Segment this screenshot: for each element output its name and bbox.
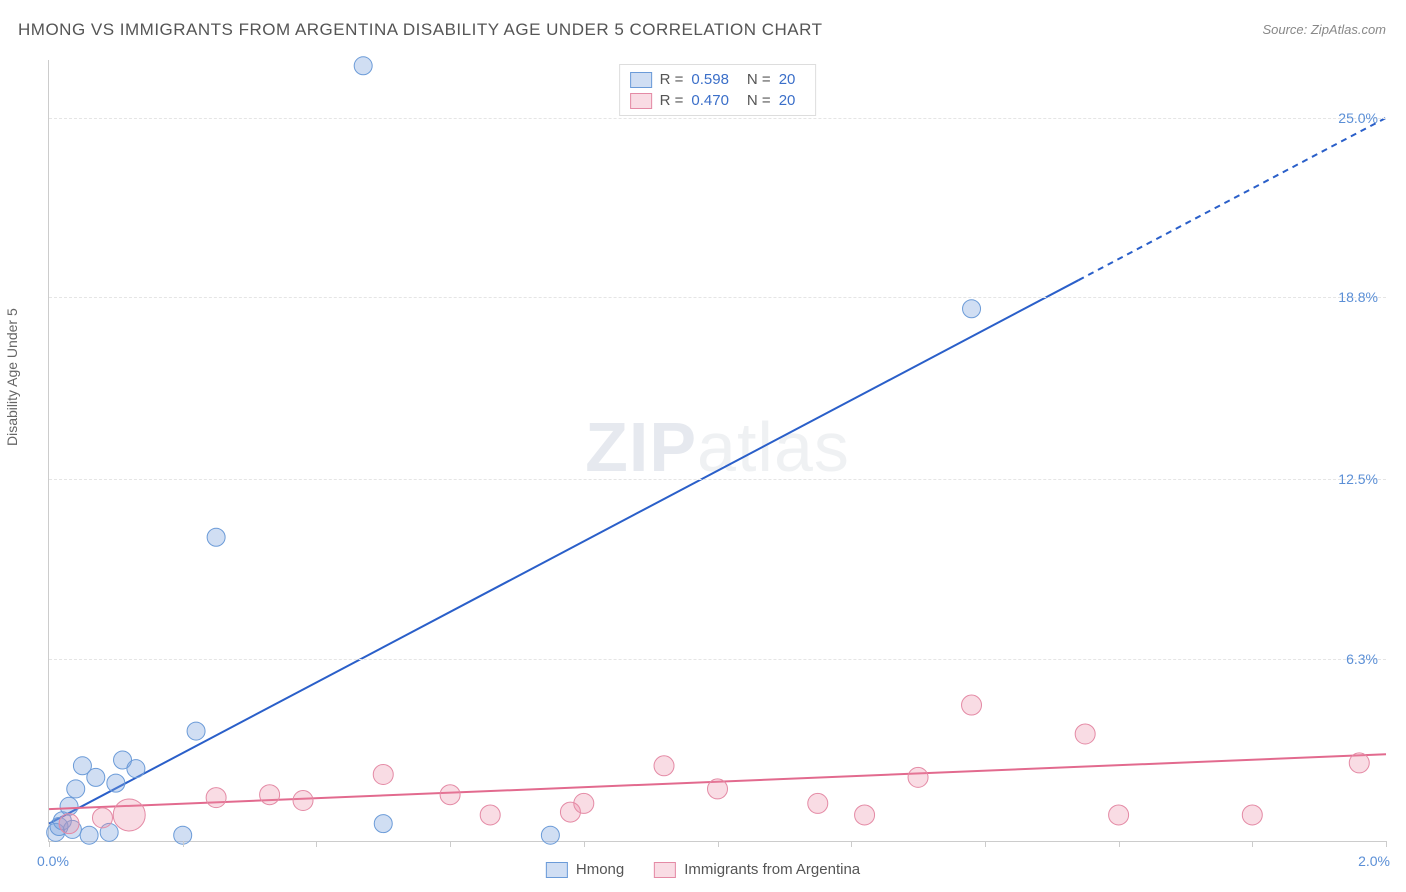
data-point [480,805,500,825]
data-point [374,815,392,833]
trend-line [49,280,1078,823]
n-value: 20 [779,71,796,88]
data-point [962,695,982,715]
x-axis-max-label: 2.0% [1358,853,1390,869]
data-point [440,785,460,805]
x-tick [316,841,317,847]
data-point [1242,805,1262,825]
data-point [187,722,205,740]
data-point [206,788,226,808]
scatter-plot-svg [49,60,1386,841]
y-tick-label: 25.0% [1338,110,1378,126]
legend-swatch [630,72,652,88]
data-point [60,797,78,815]
r-label: R = [660,71,684,88]
y-tick-label: 6.3% [1346,651,1378,667]
legend-swatch [654,862,676,878]
data-point [541,826,559,844]
legend-item: Hmong [546,861,624,878]
x-tick [851,841,852,847]
y-tick-label: 12.5% [1338,471,1378,487]
data-point [293,791,313,811]
legend-item: Immigrants from Argentina [654,861,860,878]
legend-swatch [546,862,568,878]
n-value: 20 [779,92,796,109]
x-tick [584,841,585,847]
x-tick [718,841,719,847]
gridline [49,659,1386,660]
data-point [1349,753,1369,773]
data-point [654,756,674,776]
x-tick [49,841,50,847]
data-point [80,826,98,844]
data-point [908,767,928,787]
y-axis-label: Disability Age Under 5 [4,308,20,446]
legend-row: R = 0.598 N = 20 [630,69,806,90]
r-label: R = [660,92,684,109]
series-legend: Hmong Immigrants from Argentina [546,861,860,878]
data-point [87,768,105,786]
n-label: N = [747,71,771,88]
gridline [49,297,1386,298]
n-label: N = [747,92,771,109]
source-credit: Source: ZipAtlas.com [1262,22,1386,37]
r-value: 0.598 [691,71,729,88]
data-point [92,808,112,828]
data-point [107,774,125,792]
x-tick [1386,841,1387,847]
data-point [855,805,875,825]
gridline [49,479,1386,480]
chart-title: HMONG VS IMMIGRANTS FROM ARGENTINA DISAB… [18,20,823,40]
data-point [207,528,225,546]
x-tick [450,841,451,847]
x-tick [183,841,184,847]
legend-row: R = 0.470 N = 20 [630,90,806,111]
data-point [574,793,594,813]
legend-label: Immigrants from Argentina [684,861,860,878]
data-point [354,57,372,75]
data-point [113,799,145,831]
r-value: 0.470 [691,92,729,109]
x-tick [985,841,986,847]
x-axis-min-label: 0.0% [37,853,69,869]
x-tick [1119,841,1120,847]
gridline [49,118,1386,119]
data-point [808,793,828,813]
data-point [59,814,79,834]
x-tick [1252,841,1253,847]
trend-line-extrapolated [1078,118,1386,280]
y-tick-label: 18.8% [1338,289,1378,305]
data-point [260,785,280,805]
data-point [708,779,728,799]
data-point [67,780,85,798]
data-point [373,764,393,784]
chart-plot-area: ZIPatlas R =0.598N =20R =0.470N =20 0.0%… [48,60,1386,842]
correlation-legend: R = 0.598 N = 20 R = 0.470 N = 20 [619,64,817,116]
data-point [127,760,145,778]
data-point [963,300,981,318]
data-point [1109,805,1129,825]
legend-label: Hmong [576,861,624,878]
data-point [1075,724,1095,744]
legend-swatch [630,93,652,109]
